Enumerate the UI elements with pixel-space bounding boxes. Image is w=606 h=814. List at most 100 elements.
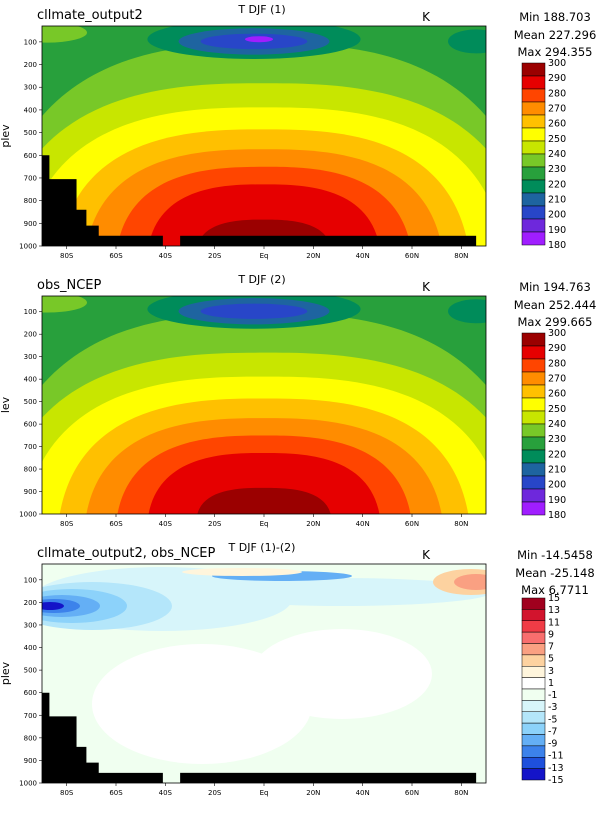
contour-band: [42, 296, 87, 313]
colorbar-label: -11: [548, 751, 564, 762]
colorbar-label: -7: [548, 726, 557, 737]
colorbar-swatch: [521, 449, 546, 464]
colorbar-swatch: [521, 654, 546, 667]
colorbar-swatch: [521, 688, 546, 701]
dataset-name: cllmate_output2, obs_NCEP: [37, 546, 216, 561]
colorbar-swatch: [521, 114, 546, 129]
x-tick-label: 20S: [208, 789, 222, 797]
stat-min: Min 188.703: [519, 10, 591, 24]
colorbar-swatch: [521, 745, 546, 758]
y-tick-label: 300: [24, 84, 37, 92]
contour-band: [148, 452, 380, 514]
colorbar-label: -9: [548, 739, 557, 750]
colorbar-label: -15: [548, 775, 564, 786]
colorbar-label: 1: [548, 678, 554, 689]
x-tick-label: 60N: [405, 252, 419, 260]
colorbar-swatch: [521, 75, 546, 90]
colorbar-swatch: [521, 218, 546, 233]
y-tick-label: 600: [24, 152, 37, 160]
colorbar-label: 13: [548, 605, 560, 616]
y-tick-label: 100: [24, 576, 37, 584]
colorbar-label: 5: [548, 654, 554, 665]
colorbar-label: 240: [548, 419, 566, 430]
colorbar-label: 280: [548, 358, 566, 369]
colorbar-swatch: [521, 192, 546, 207]
x-tick-label: 20N: [306, 789, 320, 797]
y-tick-label: 200: [24, 61, 37, 69]
x-tick-label: 40N: [356, 520, 370, 528]
colorbar-label: 260: [548, 119, 566, 130]
colorbar: 300 290 280 270 260 250 240 230 220 210 200 190 180: [521, 328, 566, 521]
chart-title: T DJF (2): [237, 273, 285, 286]
colorbar-swatch: [521, 666, 546, 678]
units-label: K: [422, 548, 431, 562]
colorbar-swatch: [521, 410, 546, 425]
colorbar-swatch: [521, 677, 546, 690]
colorbar-label: -13: [548, 763, 564, 774]
panel-1: cllmate_output2 T DJF (1) K Min 188.703 Mean…: [0, 3, 596, 260]
contour-band: [245, 36, 273, 43]
colorbar-label: 210: [548, 465, 566, 476]
stat-mean: Mean 252.444: [514, 298, 597, 312]
chart-title: T DJF (1)-(2): [228, 541, 296, 554]
colorbar-swatch: [521, 700, 546, 712]
x-tick-label: 60S: [109, 252, 123, 260]
y-tick-label: 200: [24, 599, 37, 607]
colorbar-label: -5: [548, 714, 557, 725]
colorbar: 300 290 280 270 260 250 240 230 220 210 200 190 180: [521, 58, 566, 251]
colorbar-label: 180: [548, 510, 566, 521]
colorbar-swatch: [521, 609, 546, 621]
colorbar-label: 230: [548, 164, 566, 175]
x-tick-label: Eq: [260, 252, 269, 260]
colorbar-label: 180: [548, 240, 566, 251]
colorbar-swatch: [521, 597, 546, 610]
x-tick-label: 40S: [159, 252, 173, 260]
contour-band: [252, 629, 432, 719]
x-tick-label: 80N: [454, 252, 468, 260]
colorbar-swatch: [521, 475, 546, 490]
colorbar-label: 9: [548, 629, 554, 640]
colorbar-label: 250: [548, 404, 566, 415]
colorbar-label: -1: [548, 690, 557, 701]
contour-fill: [42, 26, 486, 246]
topography-block: [42, 155, 163, 246]
stat-mean: Mean -25.148: [515, 566, 594, 580]
stat-max: Max 294.355: [518, 45, 593, 59]
y-tick-label: 800: [24, 466, 37, 474]
contour-band: [197, 487, 331, 514]
contour-band: [448, 299, 486, 324]
contour-band: [42, 602, 64, 610]
contour-band: [200, 303, 308, 319]
colorbar-swatch: [521, 711, 546, 724]
colorbar-swatch: [521, 332, 546, 347]
colorbar-swatch: [521, 101, 546, 116]
colorbar-swatch: [521, 722, 546, 735]
x-tick-label: 40N: [356, 252, 370, 260]
y-axis-label: plev: [0, 124, 12, 148]
y-tick-label: 100: [24, 38, 37, 46]
colorbar-swatch: [521, 358, 546, 373]
colorbar-label: 190: [548, 225, 566, 236]
contour-fill: [42, 564, 486, 783]
colorbar-label: 270: [548, 374, 566, 385]
x-tick-label: 20N: [306, 520, 320, 528]
dataset-name: obs_NCEP: [37, 278, 101, 293]
y-tick-label: 400: [24, 644, 37, 652]
x-tick-label: Eq: [260, 789, 269, 797]
colorbar-label: 250: [548, 134, 566, 145]
x-tick-label: 20N: [306, 252, 320, 260]
colorbar-label: 300: [548, 328, 566, 339]
stat-max: Max 6.7711: [521, 583, 589, 597]
y-tick-label: 900: [24, 220, 37, 228]
y-tick-label: 1000: [19, 511, 37, 519]
contour-band: [454, 574, 486, 590]
colorbar-swatch: [521, 127, 546, 142]
x-tick-label: 20S: [208, 520, 222, 528]
units-label: K: [422, 10, 431, 24]
y-tick-label: 900: [24, 757, 37, 765]
colorbar-swatch: [521, 88, 546, 103]
y-tick-label: 800: [24, 197, 37, 205]
colorbar-label: 15: [548, 593, 560, 604]
colorbar-label: 200: [548, 480, 566, 491]
